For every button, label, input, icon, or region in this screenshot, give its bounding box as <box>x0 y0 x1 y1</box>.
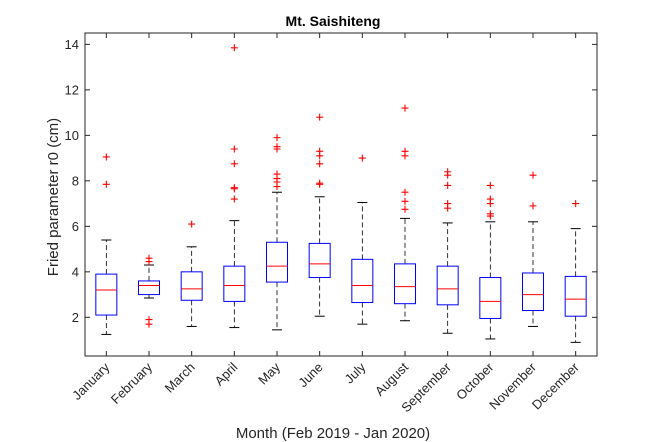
outlier-marker <box>316 113 324 121</box>
box-iqr <box>95 273 118 316</box>
y-tick-label: 12 <box>65 82 79 97</box>
outlier-marker <box>230 195 238 203</box>
box-iqr <box>266 241 288 283</box>
outlier-marker <box>401 147 409 155</box>
x-tick-label: October <box>453 359 497 403</box>
x-tick-label: April <box>211 359 240 388</box>
outlier-marker <box>401 197 409 205</box>
box-iqr <box>223 265 246 302</box>
outlier-marker <box>444 181 452 189</box>
x-tick-label: January <box>69 359 113 403</box>
outlier-marker <box>358 154 366 162</box>
outlier-marker <box>230 44 238 52</box>
box-iqr <box>479 277 502 319</box>
outlier-marker <box>230 160 238 168</box>
outlier-marker <box>145 254 153 262</box>
outlier-marker <box>486 195 494 203</box>
box-iqr <box>436 265 459 306</box>
outlier-marker <box>230 145 238 153</box>
outlier-marker <box>102 153 110 161</box>
outlier-marker <box>401 104 409 112</box>
outlier-marker <box>316 147 324 155</box>
outlier-marker <box>486 210 494 218</box>
box-iqr <box>564 275 587 317</box>
x-tick-label: August <box>372 359 411 398</box>
box-iqr <box>138 280 160 296</box>
y-axis-label: Fried parameter r0 (cm) <box>45 118 62 276</box>
outlier-marker <box>529 202 537 210</box>
x-axis-label: Month (Feb 2019 - Jan 2020) <box>236 425 430 442</box>
y-tick-label: 4 <box>72 264 79 279</box>
outlier-marker <box>529 171 537 179</box>
axes-frame <box>84 32 598 357</box>
outlier-marker <box>486 181 494 189</box>
outlier-marker <box>444 200 452 208</box>
outlier-marker <box>444 168 452 176</box>
outlier-marker <box>316 179 324 187</box>
outlier-marker <box>145 316 153 324</box>
y-tick-label: 14 <box>65 37 79 52</box>
x-tick-label: February <box>108 359 156 407</box>
box-iqr <box>351 258 374 304</box>
outlier-marker <box>273 170 281 178</box>
y-tick-label: 6 <box>72 219 79 234</box>
y-tick-label: 8 <box>72 173 79 188</box>
x-tick-label: December <box>529 359 582 412</box>
outlier-marker <box>316 160 324 168</box>
x-tick-label: July <box>341 359 368 386</box>
x-tick-label: June <box>295 360 326 391</box>
box-iqr <box>180 271 203 301</box>
box-iqr <box>308 242 331 279</box>
x-tick-label: May <box>255 359 283 387</box>
outlier-marker <box>401 188 409 196</box>
outlier-marker <box>102 180 110 188</box>
outlier-marker <box>273 134 281 142</box>
box-iqr <box>394 263 416 305</box>
outlier-marker <box>572 200 580 208</box>
chart-title: Mt. Saishiteng <box>286 13 381 29</box>
y-tick-label: 2 <box>72 310 79 325</box>
y-tick-label: 10 <box>65 128 79 143</box>
outlier-marker <box>188 220 196 228</box>
outlier-marker <box>230 184 238 192</box>
box-iqr <box>522 272 544 312</box>
outlier-marker <box>401 205 409 213</box>
x-tick-label: March <box>162 360 198 396</box>
outlier-marker <box>273 143 281 151</box>
